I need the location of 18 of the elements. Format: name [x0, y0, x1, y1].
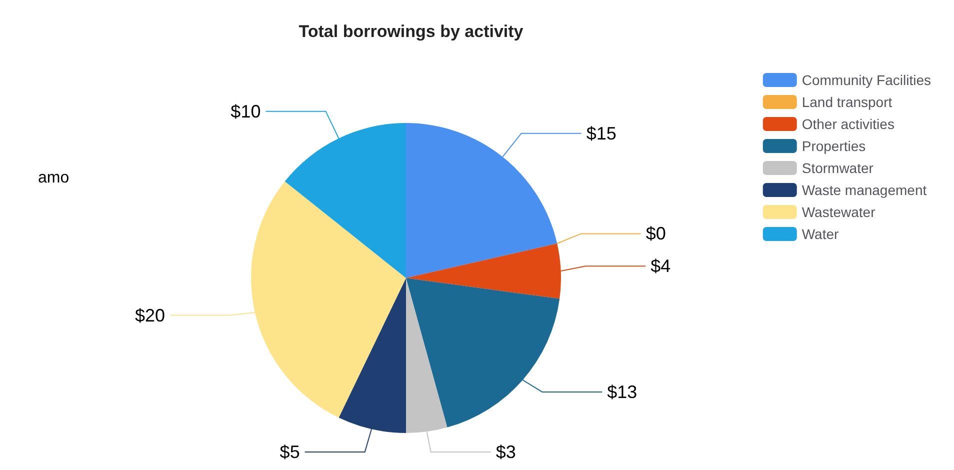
chart-title: Total borrowings by activity — [298, 22, 524, 41]
data-label: $20 — [134, 305, 166, 326]
data-label: $13 — [607, 382, 638, 402]
legend-label: Other activities — [802, 116, 894, 132]
data-label: $4 — [650, 256, 671, 276]
data-label: $3 — [496, 442, 516, 462]
legend-label: Properties — [802, 138, 866, 154]
legend-label: Land transport — [802, 94, 892, 110]
legend-label: Stormwater — [802, 160, 874, 176]
text: $0 — [646, 224, 666, 244]
data-label: $10 — [230, 101, 261, 122]
text: amo — [38, 170, 70, 186]
data-label: $15 — [586, 123, 616, 144]
data-label: $5 — [280, 442, 300, 462]
legend-label: Water — [802, 226, 840, 242]
legend-label: Waste management — [802, 182, 927, 198]
legend-label: Community Facilities — [802, 72, 932, 88]
legend-label: Wastewater — [802, 204, 876, 220]
